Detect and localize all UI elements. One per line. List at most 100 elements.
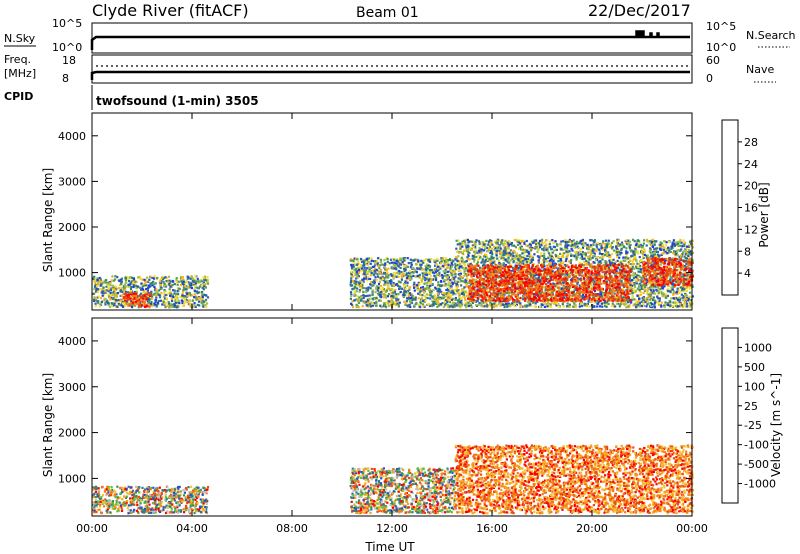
- range-cell: [183, 284, 187, 287]
- range-cell: [193, 302, 196, 305]
- range-cell: [141, 304, 144, 307]
- range-cell: [201, 286, 204, 289]
- range-cell: [436, 257, 439, 261]
- range-cell: [679, 290, 683, 293]
- range-cell: [378, 299, 381, 302]
- range-cell: [584, 263, 587, 266]
- range-cell: [153, 275, 156, 278]
- range-cell: [471, 290, 474, 293]
- range-cell: [422, 291, 425, 294]
- range-cell: [525, 239, 528, 243]
- range-cell: [502, 244, 505, 247]
- range-cell: [101, 290, 104, 293]
- range-cell: [430, 258, 433, 261]
- range-cell: [191, 299, 194, 302]
- range-cell: [134, 300, 138, 303]
- range-cell: [99, 281, 103, 284]
- range-cell: [117, 300, 121, 303]
- range-cell: [595, 298, 598, 301]
- range-cell: [431, 278, 434, 281]
- range-cell: [382, 263, 385, 266]
- range-cell: [379, 278, 382, 281]
- range-cell: [654, 282, 657, 285]
- range-cell: [413, 281, 416, 284]
- range-cell: [178, 287, 181, 290]
- range-cell: [408, 270, 411, 273]
- range-cell: [629, 263, 632, 266]
- range-cell: [564, 280, 567, 284]
- range-cell: [685, 286, 688, 289]
- range-cell: [407, 294, 410, 297]
- range-cell: [178, 299, 181, 302]
- range-cell: [489, 251, 492, 255]
- range-cell: [445, 259, 448, 263]
- range-cell: [180, 277, 184, 280]
- range-cell: [197, 280, 200, 283]
- range-cell: [656, 297, 660, 300]
- range-cell: [114, 298, 117, 301]
- range-cell: [363, 259, 366, 262]
- range-cell: [350, 259, 353, 262]
- range-cell: [447, 270, 450, 273]
- range-cell: [688, 287, 691, 290]
- range-cell: [681, 306, 684, 309]
- range-cell: [180, 280, 183, 283]
- range-cell: [105, 279, 108, 282]
- range-cell: [620, 251, 623, 254]
- range-cell: [109, 282, 112, 285]
- range-cell: [112, 291, 115, 294]
- range-cell: [586, 263, 589, 266]
- range-cell: [602, 240, 605, 243]
- range-cell: [352, 275, 355, 278]
- range-cell: [373, 273, 376, 276]
- range-cell: [622, 287, 625, 290]
- range-cell: [625, 306, 628, 309]
- range-cell: [440, 297, 443, 300]
- range-cell: [406, 265, 409, 268]
- range-cell: [552, 258, 555, 261]
- range-cell: [577, 253, 580, 257]
- range-cell: [389, 258, 393, 261]
- range-cell: [171, 283, 174, 287]
- range-cell: [658, 299, 661, 302]
- range-cell: [183, 301, 186, 304]
- range-cell: [159, 283, 163, 287]
- range-cell: [365, 260, 368, 263]
- range-cell: [650, 253, 653, 256]
- range-cell: [528, 301, 532, 304]
- range-cell: [114, 296, 117, 299]
- range-cell: [461, 245, 464, 248]
- range-cell: [428, 271, 431, 274]
- range-cell: [182, 278, 185, 281]
- range-cell: [660, 305, 663, 308]
- range-cell: [200, 284, 203, 287]
- range-cell: [629, 248, 632, 251]
- range-cell: [93, 299, 96, 302]
- range-cell: [409, 292, 412, 295]
- range-cell: [506, 303, 509, 307]
- range-cell: [393, 258, 396, 261]
- range-cell: [454, 266, 457, 269]
- range-cell: [517, 301, 520, 304]
- range-cell: [434, 299, 437, 302]
- range-cell: [660, 301, 663, 304]
- range-cell: [658, 297, 661, 300]
- range-cell: [101, 292, 104, 295]
- range-cell: [603, 292, 606, 295]
- range-cell: [606, 241, 609, 245]
- range-cell: [449, 303, 452, 306]
- range-cell: [206, 281, 209, 284]
- range-cell: [660, 242, 663, 245]
- range-cell: [173, 303, 176, 306]
- range-cell: [177, 280, 180, 283]
- range-cell: [624, 273, 627, 276]
- range-cell: [622, 282, 625, 285]
- range-cell: [390, 292, 393, 295]
- range-cell: [401, 274, 404, 277]
- range-cell: [392, 276, 395, 279]
- range-cell: [447, 283, 450, 286]
- range-cell: [672, 304, 675, 307]
- range-cell: [141, 278, 144, 281]
- range-cell: [394, 304, 398, 307]
- range-cell: [404, 302, 407, 305]
